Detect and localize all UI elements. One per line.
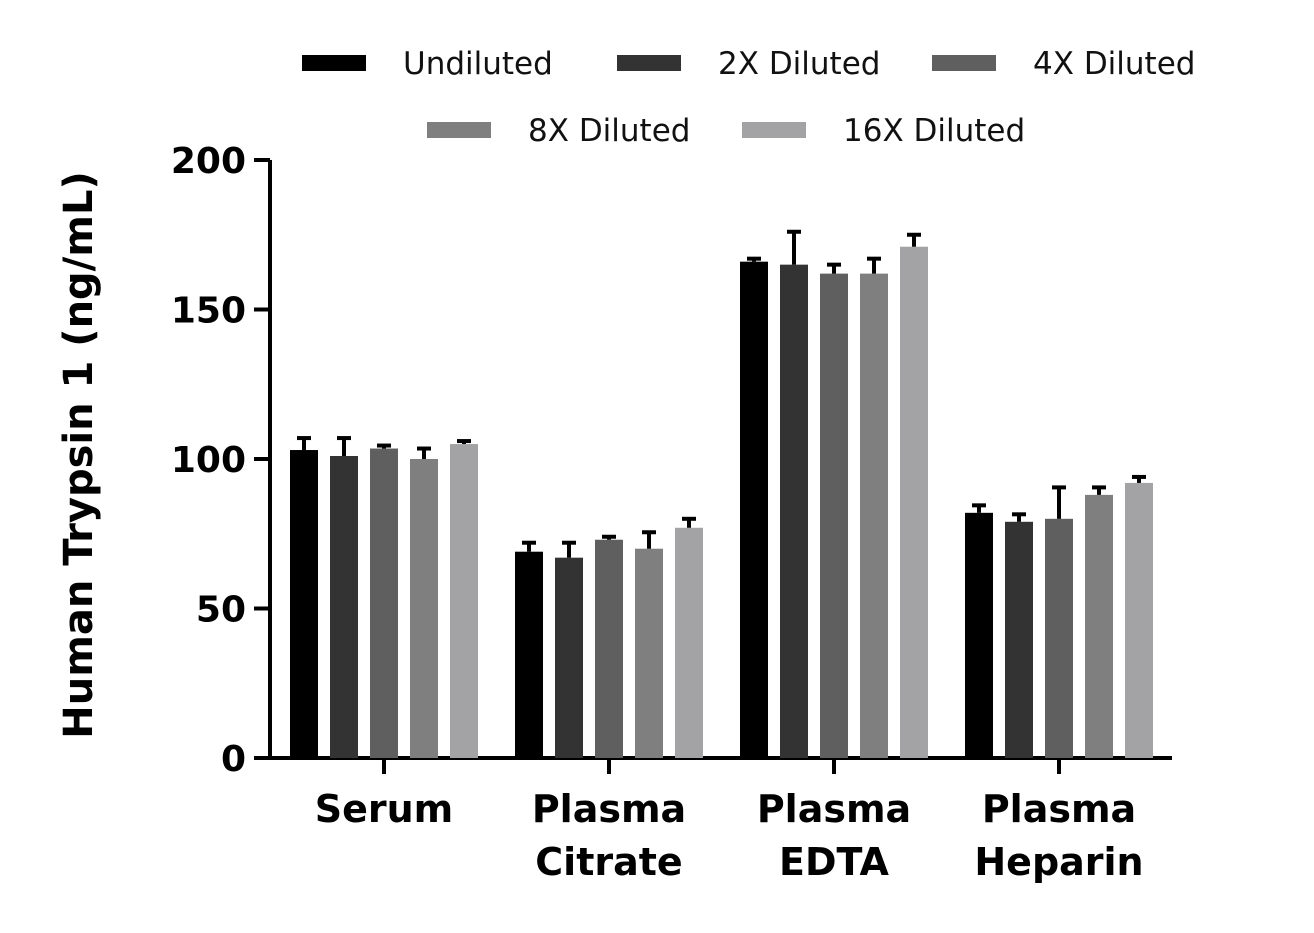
bar xyxy=(1125,482,1153,758)
y-tick-label: 100 xyxy=(171,440,246,481)
bar xyxy=(900,246,928,758)
category-label: Serum xyxy=(315,787,454,831)
bar xyxy=(780,264,808,758)
bar xyxy=(860,273,888,758)
bar xyxy=(595,539,623,758)
category-label: Citrate xyxy=(535,840,682,884)
bar xyxy=(330,456,358,758)
legend-swatch xyxy=(427,122,491,138)
error-bars xyxy=(297,229,1146,558)
x-axis xyxy=(268,756,1172,774)
y-axis-label: Human Trypsin 1 (ng/mL) xyxy=(56,171,102,738)
legend-label: 16X Diluted xyxy=(843,113,1025,149)
bar xyxy=(1005,521,1033,758)
bar xyxy=(635,548,663,758)
legend-label: Undiluted xyxy=(403,46,553,82)
legend-swatch xyxy=(742,122,806,138)
bar xyxy=(410,459,438,758)
legend-swatch xyxy=(302,55,366,71)
bar xyxy=(370,448,398,758)
bar xyxy=(1045,518,1073,758)
y-tick-label: 150 xyxy=(171,291,246,332)
category-label: Plasma xyxy=(982,787,1136,831)
bar xyxy=(1085,494,1113,758)
bar xyxy=(515,551,543,758)
bar xyxy=(740,261,768,758)
y-axis-label-group: Human Trypsin 1 (ng/mL) xyxy=(56,171,102,738)
y-tick-label: 200 xyxy=(171,141,246,182)
bar xyxy=(820,273,848,758)
category-labels: Serum Plasma Citrate Plasma EDTA Plasma Hepari… xyxy=(315,787,1144,884)
bar xyxy=(555,557,583,758)
legend-label: 4X Diluted xyxy=(1033,46,1195,82)
bar xyxy=(450,444,478,758)
legend-label: 2X Diluted xyxy=(718,46,880,82)
legend-swatch xyxy=(932,55,996,71)
bar xyxy=(675,527,703,758)
legend-swatch xyxy=(617,55,681,71)
category-label: Heparin xyxy=(974,840,1143,884)
bar xyxy=(290,450,318,758)
y-axis: 0 50 100 150 200 xyxy=(171,141,272,780)
y-tick-label: 0 xyxy=(221,739,246,780)
legend: Undiluted 2X Diluted 4X Diluted 8X Diluted 1… xyxy=(302,46,1195,149)
legend-label: 8X Diluted xyxy=(528,113,690,149)
y-tick-label: 50 xyxy=(196,590,246,631)
category-label: Plasma xyxy=(757,787,911,831)
bar xyxy=(965,512,993,758)
bars xyxy=(290,246,1153,758)
category-label: Plasma xyxy=(532,787,686,831)
category-label: EDTA xyxy=(779,840,889,884)
